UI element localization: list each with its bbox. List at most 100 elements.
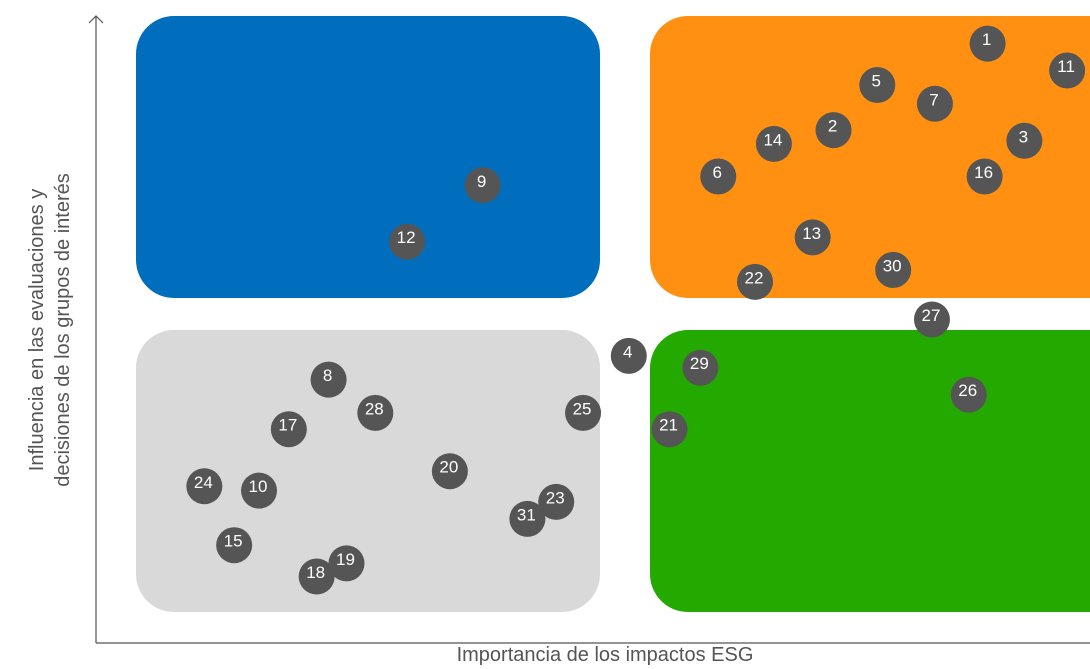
point-3: 3 xyxy=(1006,122,1043,159)
point-label-21: 21 xyxy=(659,416,678,435)
point-marker-29 xyxy=(682,349,719,386)
point-label-7: 7 xyxy=(929,90,938,109)
point-19: 19 xyxy=(328,545,365,582)
y-axis-title-line-2: decisiones de los grupos de interés xyxy=(52,173,74,487)
point-17: 17 xyxy=(270,411,307,448)
point-label-17: 17 xyxy=(278,416,297,435)
point-marker-18 xyxy=(298,558,335,595)
point-marker-23 xyxy=(538,483,575,520)
point-26: 26 xyxy=(950,376,987,413)
point-label-30: 30 xyxy=(883,256,902,275)
point-marker-3 xyxy=(1006,122,1043,159)
point-marker-8 xyxy=(310,361,347,398)
point-label-27: 27 xyxy=(921,306,940,325)
quadrant-bottom-left xyxy=(136,330,600,612)
point-9: 9 xyxy=(464,167,501,204)
point-marker-4 xyxy=(610,337,647,374)
point-18: 18 xyxy=(298,558,335,595)
point-label-19: 19 xyxy=(336,550,355,569)
point-25: 25 xyxy=(565,394,602,431)
point-6: 6 xyxy=(700,158,737,195)
point-marker-15 xyxy=(216,527,253,564)
point-16: 16 xyxy=(966,158,1003,195)
point-label-31: 31 xyxy=(517,505,536,524)
point-marker-17 xyxy=(270,411,307,448)
point-24: 24 xyxy=(186,468,223,505)
y-axis-arrow-icon xyxy=(88,15,104,24)
point-28: 28 xyxy=(357,394,394,431)
point-label-5: 5 xyxy=(872,71,881,90)
point-marker-19 xyxy=(328,545,365,582)
point-marker-13 xyxy=(794,219,831,256)
quadrant-top-right xyxy=(650,16,1090,298)
point-label-25: 25 xyxy=(573,399,592,418)
point-21: 21 xyxy=(651,411,688,448)
point-label-6: 6 xyxy=(713,163,722,182)
quadrants-layer xyxy=(136,16,1090,612)
point-marker-31 xyxy=(509,500,546,537)
point-15: 15 xyxy=(216,527,253,564)
point-marker-16 xyxy=(966,158,1003,195)
point-label-18: 18 xyxy=(306,563,325,582)
point-8: 8 xyxy=(310,361,347,398)
point-marker-5 xyxy=(859,66,896,103)
point-label-15: 15 xyxy=(224,532,243,551)
point-20: 20 xyxy=(431,453,468,490)
point-12: 12 xyxy=(389,223,426,260)
point-4: 4 xyxy=(610,337,647,374)
point-marker-21 xyxy=(651,411,688,448)
y-axis-title-line-1: Influencia en las evaluaciones y xyxy=(26,189,48,471)
point-marker-27 xyxy=(913,301,950,338)
point-label-4: 4 xyxy=(623,342,632,361)
point-10: 10 xyxy=(241,472,278,509)
point-label-2: 2 xyxy=(828,117,837,136)
point-label-12: 12 xyxy=(397,228,416,247)
point-marker-9 xyxy=(464,167,501,204)
point-marker-26 xyxy=(950,376,987,413)
point-27: 27 xyxy=(913,301,950,338)
point-label-14: 14 xyxy=(763,130,782,149)
quadrant-top-left xyxy=(136,16,600,298)
point-label-20: 20 xyxy=(439,458,458,477)
point-label-13: 13 xyxy=(802,224,821,243)
point-13: 13 xyxy=(794,219,831,256)
point-label-10: 10 xyxy=(249,477,268,496)
point-marker-12 xyxy=(389,223,426,260)
point-marker-7 xyxy=(916,85,953,122)
point-31: 31 xyxy=(509,500,546,537)
point-marker-20 xyxy=(431,453,468,490)
point-marker-22 xyxy=(737,263,774,300)
point-label-16: 16 xyxy=(974,163,993,182)
point-7: 7 xyxy=(916,85,953,122)
point-30: 30 xyxy=(875,251,912,288)
point-marker-6 xyxy=(700,158,737,195)
point-label-9: 9 xyxy=(477,172,486,191)
point-label-23: 23 xyxy=(546,488,565,507)
axes-layer xyxy=(88,15,1090,644)
point-marker-14 xyxy=(755,125,792,162)
point-label-22: 22 xyxy=(745,268,764,287)
point-marker-11 xyxy=(1049,52,1086,89)
point-29: 29 xyxy=(682,349,719,386)
point-23: 23 xyxy=(538,483,575,520)
point-marker-25 xyxy=(565,394,602,431)
point-marker-24 xyxy=(186,468,223,505)
point-1: 1 xyxy=(969,25,1006,62)
point-22: 22 xyxy=(737,263,774,300)
point-marker-28 xyxy=(357,394,394,431)
x-axis-title: Importancia de los impactos ESG xyxy=(457,644,754,666)
point-2: 2 xyxy=(815,112,852,149)
point-label-28: 28 xyxy=(365,399,384,418)
point-11: 11 xyxy=(1049,52,1086,89)
point-label-26: 26 xyxy=(958,381,977,400)
point-label-3: 3 xyxy=(1019,127,1028,146)
point-marker-2 xyxy=(815,112,852,149)
point-marker-1 xyxy=(969,25,1006,62)
point-label-8: 8 xyxy=(323,366,332,385)
point-marker-30 xyxy=(875,251,912,288)
point-marker-10 xyxy=(241,472,278,509)
point-label-1: 1 xyxy=(982,30,991,49)
point-label-11: 11 xyxy=(1057,57,1075,76)
